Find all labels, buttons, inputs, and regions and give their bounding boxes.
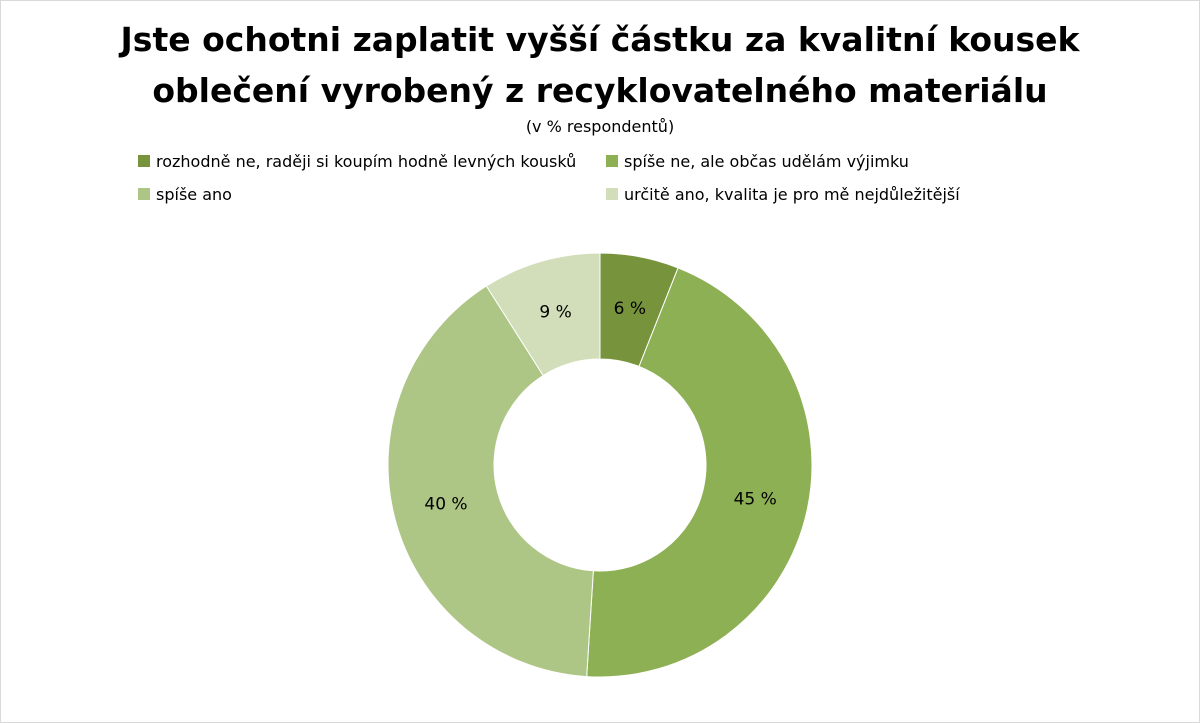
donut-slice-2 <box>586 267 813 678</box>
legend-item-3: spíše ano <box>138 183 232 205</box>
data-label-4: 9 % <box>539 302 571 322</box>
legend-item-1: rozhodně ne, raději si koupím hodně levn… <box>138 150 576 172</box>
legend-swatch-2 <box>606 155 618 167</box>
legend-label-4: určitě ano, kvalita je pro mě nejdůležit… <box>624 184 960 204</box>
donut-slice-4 <box>485 252 601 377</box>
donut-slice-3 <box>387 285 594 678</box>
chart-title-line-2: oblečení vyrobený z recyklovatelného mat… <box>152 71 1048 110</box>
legend-swatch-3 <box>138 188 150 200</box>
legend-label-3: spíše ano <box>156 184 232 204</box>
data-label-3: 40 % <box>424 495 467 515</box>
chart-title-line-1: Jste ochotni zaplatit vyšší částku za kv… <box>120 20 1080 59</box>
legend-item-2: spíše ne, ale občas udělám výjimku <box>606 150 909 172</box>
data-label-2: 45 % <box>734 490 777 510</box>
legend-label-2: spíše ne, ale občas udělám výjimku <box>624 151 909 171</box>
legend-label-1: rozhodně ne, raději si koupím hodně levn… <box>156 151 577 171</box>
chart-subtitle: (v % respondentů) <box>525 117 675 136</box>
legend-item-4: určitě ano, kvalita je pro mě nejdůležit… <box>606 183 960 205</box>
data-label-1: 6 % <box>614 299 646 319</box>
legend-swatch-1 <box>138 155 150 167</box>
legend-swatch-4 <box>606 188 618 200</box>
chart-title: Jste ochotni zaplatit vyšší částku za kv… <box>0 14 1200 116</box>
